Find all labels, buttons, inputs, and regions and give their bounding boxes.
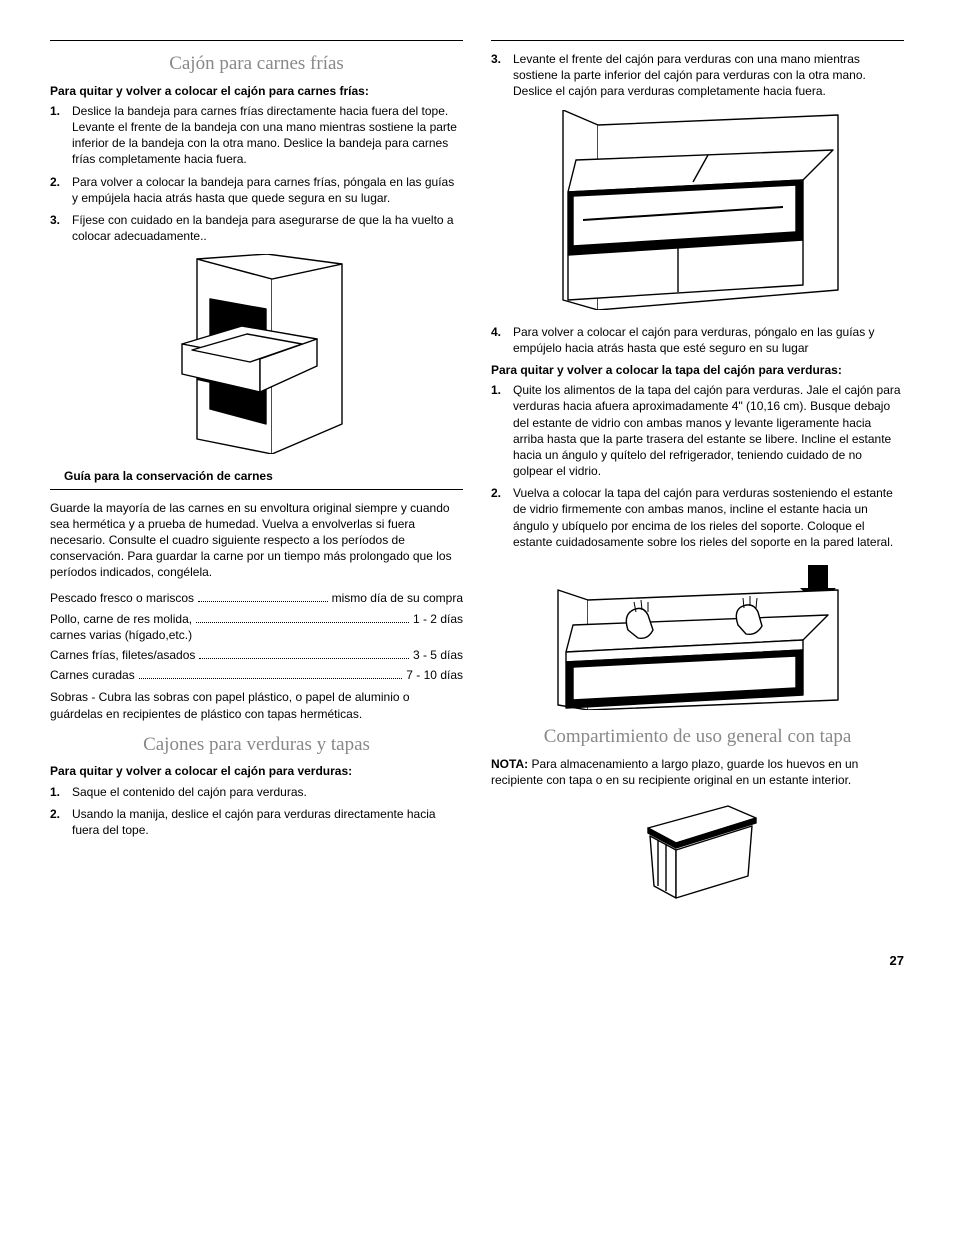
dot-leader: [198, 601, 328, 602]
step-number: 2.: [50, 174, 72, 206]
step-text: Vuelva a colocar la tapa del cajón para …: [513, 485, 904, 550]
storage-value: mismo día de su compra: [332, 590, 463, 606]
step-item: 3.Levante el frente del cajón para verdu…: [491, 51, 904, 100]
step-number: 2.: [50, 806, 72, 838]
storage-row: Carnes frías, filetes/asados 3 - 5 días: [50, 647, 463, 663]
dot-leader: [139, 678, 403, 679]
nota-text: NOTA: Para almacenamiento a largo plazo,…: [491, 756, 904, 788]
crisper-illustration-icon: [538, 110, 858, 310]
subhead-verduras: Para quitar y volver a colocar el cajón …: [50, 763, 463, 779]
shelf-hands-illustration-icon: [548, 560, 848, 710]
section-title-compartimiento: Compartimiento de uso general con tapa: [491, 724, 904, 750]
storage-value: 1 - 2 días: [413, 611, 463, 627]
steps-verduras: 1.Saque el contenido del cajón para verd…: [50, 784, 463, 839]
step-text: Para volver a colocar el cajón para verd…: [513, 324, 904, 356]
section-title-carnes: Cajón para carnes frías: [50, 51, 463, 77]
storage-label: Carnes frías, filetes/asados: [50, 647, 195, 663]
steps-carnes: 1.Deslice la bandeja para carnes frías d…: [50, 103, 463, 245]
figure-crisper: [491, 110, 904, 310]
guide-footnote: Sobras - Cubra las sobras con papel plás…: [50, 689, 463, 721]
left-column: Cajón para carnes frías Para quitar y vo…: [50, 40, 463, 922]
guide-intro: Guarde la mayoría de las carnes en su en…: [50, 500, 463, 581]
steps-tapa: 1.Quite los alimentos de la tapa del caj…: [491, 382, 904, 550]
storage-value: 7 - 10 días: [406, 667, 463, 683]
step-text: Usando la manija, deslice el cajón para …: [72, 806, 463, 838]
subhead-carnes: Para quitar y volver a colocar el cajón …: [50, 83, 463, 99]
page-number: 27: [50, 952, 904, 970]
storage-row: Pescado fresco o mariscos mismo día de s…: [50, 590, 463, 606]
step-text: Para volver a colocar la bandeja para ca…: [72, 174, 463, 206]
step-text: Saque el contenido del cajón para verdur…: [72, 784, 463, 800]
steps-verduras-cont: 3.Levante el frente del cajón para verdu…: [491, 51, 904, 100]
step-number: 3.: [491, 51, 513, 100]
step-text: Quite los alimentos de la tapa del cajón…: [513, 382, 904, 479]
figure-drawer-meat: [50, 254, 463, 454]
step-number: 2.: [491, 485, 513, 550]
step-number: 4.: [491, 324, 513, 356]
steps-verduras-cont2: 4.Para volver a colocar el cajón para ve…: [491, 324, 904, 356]
top-rule-right: [491, 40, 904, 41]
storage-table: Pescado fresco o mariscos mismo día de s…: [50, 590, 463, 683]
step-number: 1.: [491, 382, 513, 479]
storage-row: Carnes curadas 7 - 10 días: [50, 667, 463, 683]
step-number: 3.: [50, 212, 72, 244]
container-illustration-icon: [628, 798, 768, 908]
step-item: 1.Deslice la bandeja para carnes frías d…: [50, 103, 463, 168]
step-item: 4.Para volver a colocar el cajón para ve…: [491, 324, 904, 356]
step-text: Fíjese con cuidado en la bandeja para as…: [72, 212, 463, 244]
step-number: 1.: [50, 103, 72, 168]
storage-label: Pescado fresco o mariscos: [50, 590, 194, 606]
drawer-illustration-icon: [142, 254, 372, 454]
step-item: 2.Usando la manija, deslice el cajón par…: [50, 806, 463, 838]
step-number: 1.: [50, 784, 72, 800]
guide-heading: Guía para la conservación de carnes: [50, 468, 463, 489]
storage-row: Pollo, carne de res molida, carnes varia…: [50, 611, 463, 643]
step-item: 2.Para volver a colocar la bandeja para …: [50, 174, 463, 206]
nota-body: Para almacenamiento a largo plazo, guard…: [491, 757, 858, 787]
section-title-verduras: Cajones para verduras y tapas: [50, 732, 463, 758]
step-text: Levante el frente del cajón para verdura…: [513, 51, 904, 100]
subhead-tapa: Para quitar y volver a colocar la tapa d…: [491, 362, 904, 378]
step-item: 1.Saque el contenido del cajón para verd…: [50, 784, 463, 800]
dot-leader: [196, 622, 409, 623]
step-item: 1.Quite los alimentos de la tapa del caj…: [491, 382, 904, 479]
nota-label: NOTA:: [491, 757, 528, 771]
step-item: 2.Vuelva a colocar la tapa del cajón par…: [491, 485, 904, 550]
storage-label: Pollo, carne de res molida, carnes varia…: [50, 611, 192, 643]
right-column: 3.Levante el frente del cajón para verdu…: [491, 40, 904, 922]
figure-shelf-hands: [491, 560, 904, 710]
dot-leader: [199, 658, 409, 659]
top-rule-left: [50, 40, 463, 41]
figure-container: [491, 798, 904, 908]
storage-value: 3 - 5 días: [413, 647, 463, 663]
step-text: Deslice la bandeja para carnes frías dir…: [72, 103, 463, 168]
storage-label: Carnes curadas: [50, 667, 135, 683]
step-item: 3.Fíjese con cuidado en la bandeja para …: [50, 212, 463, 244]
